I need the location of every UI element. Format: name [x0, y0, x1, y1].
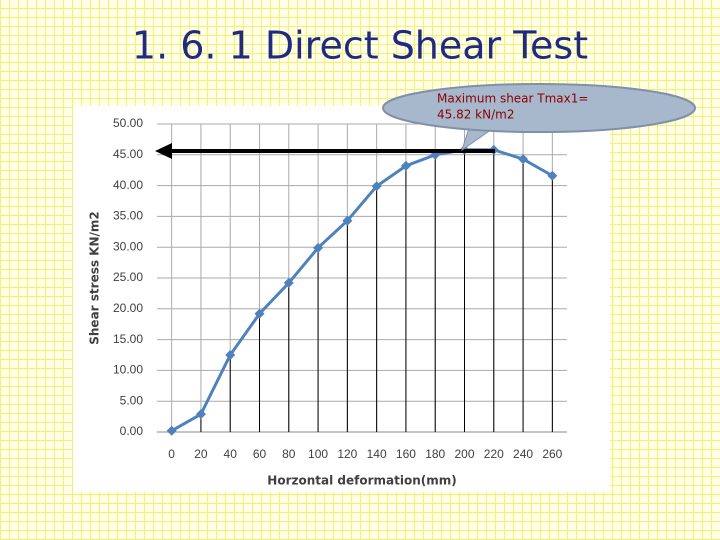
- x-tick-label: 100: [308, 447, 328, 461]
- marker: [195, 409, 206, 420]
- x-axis-label: Horzontal deformation(mm): [267, 474, 456, 488]
- x-tick-label: 200: [454, 447, 474, 461]
- arrowhead: [155, 143, 172, 159]
- marker: [518, 154, 529, 165]
- y-tick-label: 20.00: [113, 301, 143, 315]
- x-tick-label: 140: [367, 447, 387, 461]
- y-axis-label: Shear stress KN/m2: [88, 211, 102, 345]
- x-tick-label: 180: [425, 447, 445, 461]
- chart-area: [73, 106, 610, 492]
- x-tick-label: 40: [224, 447, 238, 461]
- y-tick-label: 40.00: [113, 178, 143, 192]
- callout-text: 45.82 kN/m2: [437, 108, 514, 122]
- marker: [342, 215, 353, 226]
- y-tick-label: 15.00: [113, 332, 143, 346]
- y-tick-label: 50.00: [113, 116, 143, 130]
- callout: [382, 83, 696, 133]
- marker: [225, 350, 236, 360]
- x-tick-label: 240: [513, 447, 533, 461]
- callout-text: Maximum shear Tmax1=: [437, 92, 588, 106]
- x-tick-label: 260: [542, 447, 562, 461]
- x-tick-label: 0: [168, 447, 175, 461]
- marker: [313, 242, 324, 253]
- x-tick-label: 20: [194, 447, 208, 461]
- y-tick-label: 5.00: [120, 393, 144, 407]
- marker: [547, 170, 558, 181]
- y-tick-label: 0.00: [120, 424, 144, 438]
- y-tick-label: 25.00: [113, 270, 143, 284]
- marker: [371, 181, 382, 192]
- y-tick-label: 10.00: [113, 363, 143, 377]
- y-tick-label: 45.00: [113, 147, 143, 161]
- x-tick-label: 120: [337, 447, 357, 461]
- y-tick-label: 35.00: [113, 209, 143, 223]
- x-tick-label: 220: [484, 447, 504, 461]
- chart-title: 1. 6. 1 Direct Shear Test: [132, 24, 588, 68]
- x-tick-label: 160: [396, 447, 416, 461]
- marker: [254, 308, 265, 319]
- y-tick-label: 30.00: [113, 239, 143, 253]
- marker: [283, 277, 294, 288]
- marker: [166, 425, 177, 436]
- x-tick-label: 80: [282, 447, 296, 461]
- x-tick-label: 60: [253, 447, 267, 461]
- marker: [400, 160, 411, 171]
